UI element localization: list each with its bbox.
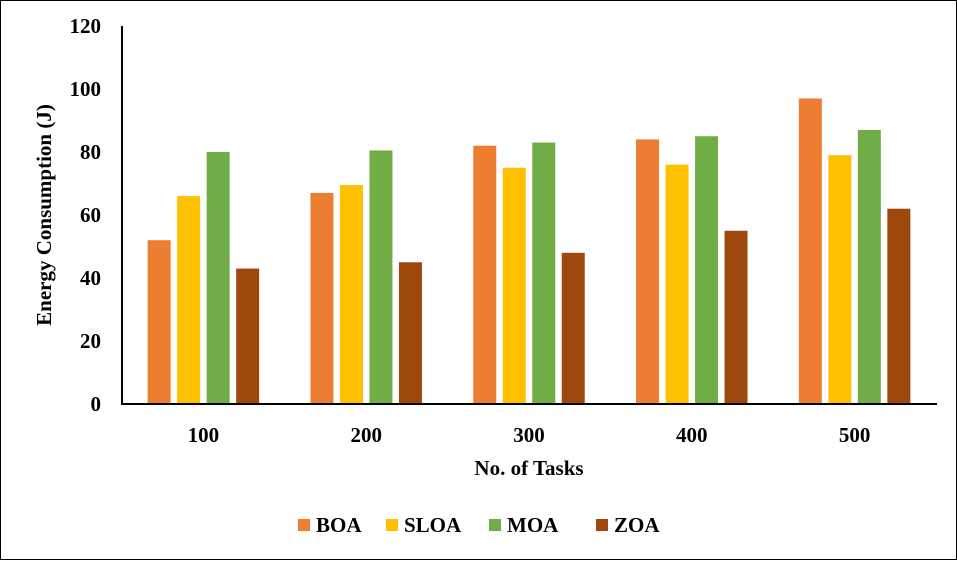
legend-label: MOA (507, 513, 559, 537)
bar-sloa-200 (339, 185, 363, 404)
bar-boa-100 (147, 240, 171, 404)
legend-label: SLOA (404, 513, 462, 537)
legend-item-moa: MOA (489, 513, 559, 537)
bar-zoa-500 (887, 208, 911, 404)
y-tick-label: 100 (70, 77, 102, 101)
y-tick-label: 0 (91, 392, 102, 416)
bar-zoa-200 (398, 262, 422, 404)
x-tick-label: 200 (350, 423, 382, 447)
bar-zoa-300 (561, 252, 585, 404)
bar-boa-300 (473, 145, 497, 404)
bar-boa-200 (310, 192, 334, 404)
y-tick-labels: 0 20 40 60 80 100 120 (70, 14, 102, 416)
bar-zoa-100 (236, 268, 260, 404)
bar-zoa-400 (724, 230, 748, 404)
y-tick-label: 20 (80, 329, 101, 353)
bar-sloa-500 (828, 155, 852, 404)
y-tick-label: 40 (80, 266, 101, 290)
bar-moa-500 (857, 129, 881, 404)
legend: BOA SLOA MOA ZOA (298, 513, 660, 537)
x-tick-label: 500 (839, 423, 871, 447)
x-tick-label: 400 (676, 423, 708, 447)
bars (147, 98, 911, 405)
bar-sloa-300 (502, 167, 526, 404)
bar-boa-500 (798, 98, 822, 404)
y-tick-label: 120 (70, 14, 102, 38)
legend-swatch (298, 519, 310, 531)
bar-moa-200 (369, 150, 393, 404)
y-tick-label: 80 (80, 140, 101, 164)
bar-sloa-100 (177, 196, 201, 404)
y-tick-label: 60 (80, 203, 101, 227)
x-tick-label: 300 (513, 423, 545, 447)
bar-sloa-400 (665, 164, 689, 404)
legend-label: ZOA (614, 513, 660, 537)
bar-moa-300 (532, 142, 556, 405)
bar-moa-400 (695, 136, 719, 404)
legend-item-boa: BOA (298, 513, 362, 537)
legend-item-zoa: ZOA (596, 513, 660, 537)
x-tick-label: 100 (188, 423, 220, 447)
x-tick-labels: 100 200 300 400 500 (188, 423, 871, 447)
bar-moa-100 (206, 152, 230, 404)
bar-boa-400 (636, 139, 660, 404)
legend-swatch (489, 519, 501, 531)
x-axis-label: No. of Tasks (474, 456, 583, 480)
legend-swatch (596, 519, 608, 531)
legend-item-sloa: SLOA (386, 513, 462, 537)
y-axis-label: Energy Consumption (J) (32, 104, 56, 326)
legend-swatch (386, 519, 398, 531)
legend-label: BOA (316, 513, 362, 537)
